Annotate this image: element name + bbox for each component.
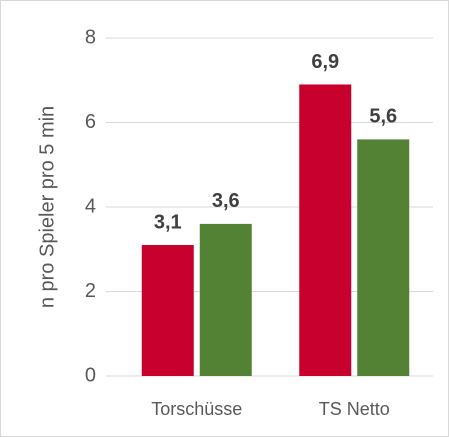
x-tick-label: Torschüsse [151, 399, 242, 419]
y-tick-label: 2 [85, 280, 96, 302]
bar [141, 245, 194, 376]
value-label: 3,6 [212, 190, 240, 212]
value-label: 3,1 [154, 211, 182, 233]
bar [357, 139, 410, 376]
y-tick-label: 0 [85, 364, 96, 386]
x-tick-label: TS Netto [319, 399, 390, 419]
value-label: 6,9 [311, 51, 339, 73]
value-label: 5,6 [369, 106, 397, 128]
y-axis-title: n pro Spieler pro 5 min [36, 106, 58, 308]
y-tick-label: 6 [85, 111, 96, 133]
bar [299, 84, 352, 376]
y-tick-label: 8 [85, 26, 96, 48]
y-tick-label: 4 [85, 195, 96, 217]
bar [199, 223, 252, 376]
